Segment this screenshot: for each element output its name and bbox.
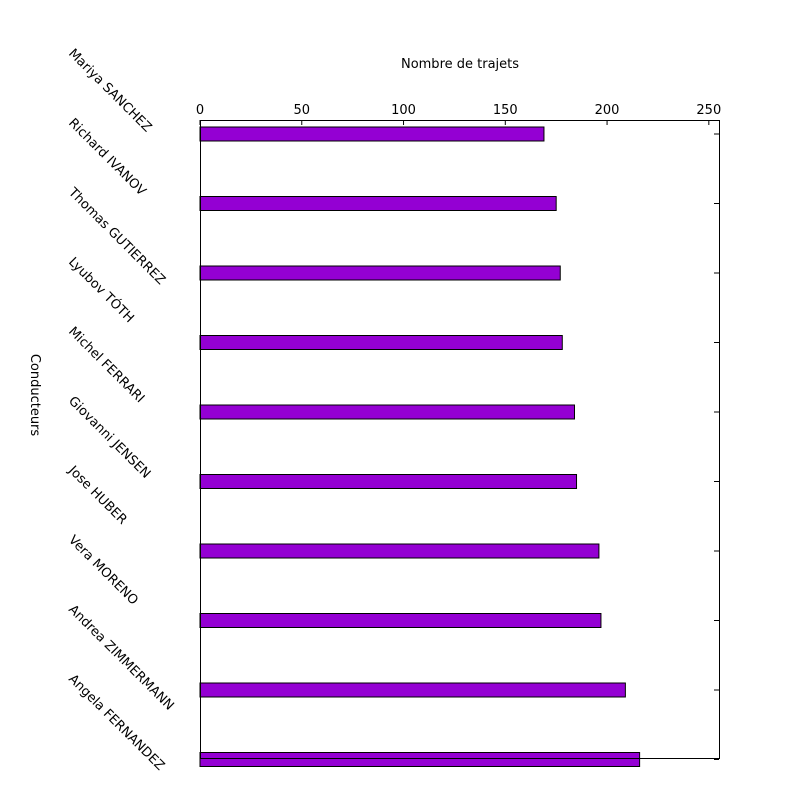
- bar: [199, 752, 641, 767]
- bars-layer: [199, 126, 641, 767]
- y-axis-title: Conducteurs: [27, 354, 42, 437]
- category-label: Michel FERRARI: [65, 324, 147, 406]
- x-tick-label: 0: [196, 103, 204, 118]
- bar: [199, 474, 578, 489]
- category-label: Lyubov TÓTH: [65, 254, 137, 326]
- ticks-layer: [199, 120, 719, 760]
- bar: [199, 404, 575, 420]
- category-label: Vera MORENO: [65, 533, 141, 609]
- bar: [199, 265, 561, 281]
- x-tick-label: 250: [696, 103, 721, 118]
- x-axis-title: Nombre de trajets: [401, 57, 519, 72]
- x-tick-label: 150: [493, 103, 518, 118]
- plot-frame: [200, 120, 720, 759]
- x-tick-label: 200: [595, 103, 620, 118]
- bar: [199, 682, 626, 698]
- category-label: Jose HUBER: [64, 463, 129, 528]
- bar: [199, 126, 545, 142]
- bar: [199, 613, 602, 628]
- x-tick-label: 100: [391, 103, 416, 118]
- bar: [199, 196, 557, 211]
- bar: [199, 543, 600, 559]
- bar: [199, 335, 563, 350]
- x-tick-label: 50: [293, 103, 310, 118]
